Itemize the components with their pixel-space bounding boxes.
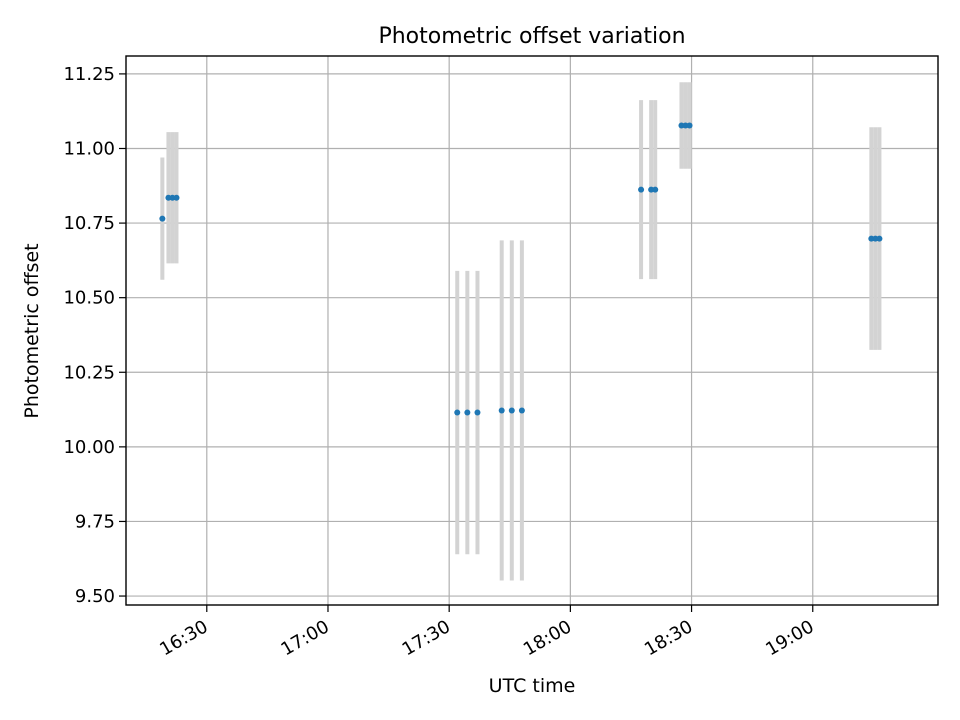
data-point: [518, 407, 525, 414]
x-tick-label: 19:00: [762, 616, 817, 660]
data-point: [464, 409, 471, 416]
x-tick-label: 18:00: [520, 616, 575, 660]
y-tick-label: 10.00: [63, 437, 115, 458]
y-tick-label: 10.50: [63, 288, 115, 309]
chart-title: Photometric offset variation: [378, 24, 685, 49]
y-tick-label: 11.25: [63, 64, 115, 85]
data-point: [686, 122, 693, 129]
data-point: [638, 186, 645, 193]
x-tick-label: 17:30: [399, 616, 454, 660]
x-axis-label: UTC time: [489, 675, 576, 697]
data-point: [454, 409, 461, 416]
data-point: [474, 409, 481, 416]
x-tick-label: 17:00: [277, 616, 332, 660]
data-point: [159, 215, 166, 222]
y-tick-label: 10.25: [63, 362, 115, 383]
data-points: [159, 122, 883, 416]
x-tick-label: 18:30: [641, 616, 696, 660]
y-axis-label: Photometric offset: [21, 243, 43, 418]
y-tick-label: 9.75: [75, 511, 115, 532]
data-point: [876, 235, 883, 242]
x-tick-label: 16:30: [156, 616, 211, 660]
data-point: [508, 407, 515, 414]
data-point: [173, 194, 180, 201]
data-point: [652, 186, 659, 193]
y-tick-label: 11.00: [63, 138, 115, 159]
y-tick-label: 10.75: [63, 213, 115, 234]
plot-frame: [125, 55, 939, 606]
data-point: [498, 407, 505, 414]
error-bars: [160, 82, 882, 581]
y-tick-label: 9.50: [75, 586, 115, 607]
grid: [126, 56, 938, 605]
